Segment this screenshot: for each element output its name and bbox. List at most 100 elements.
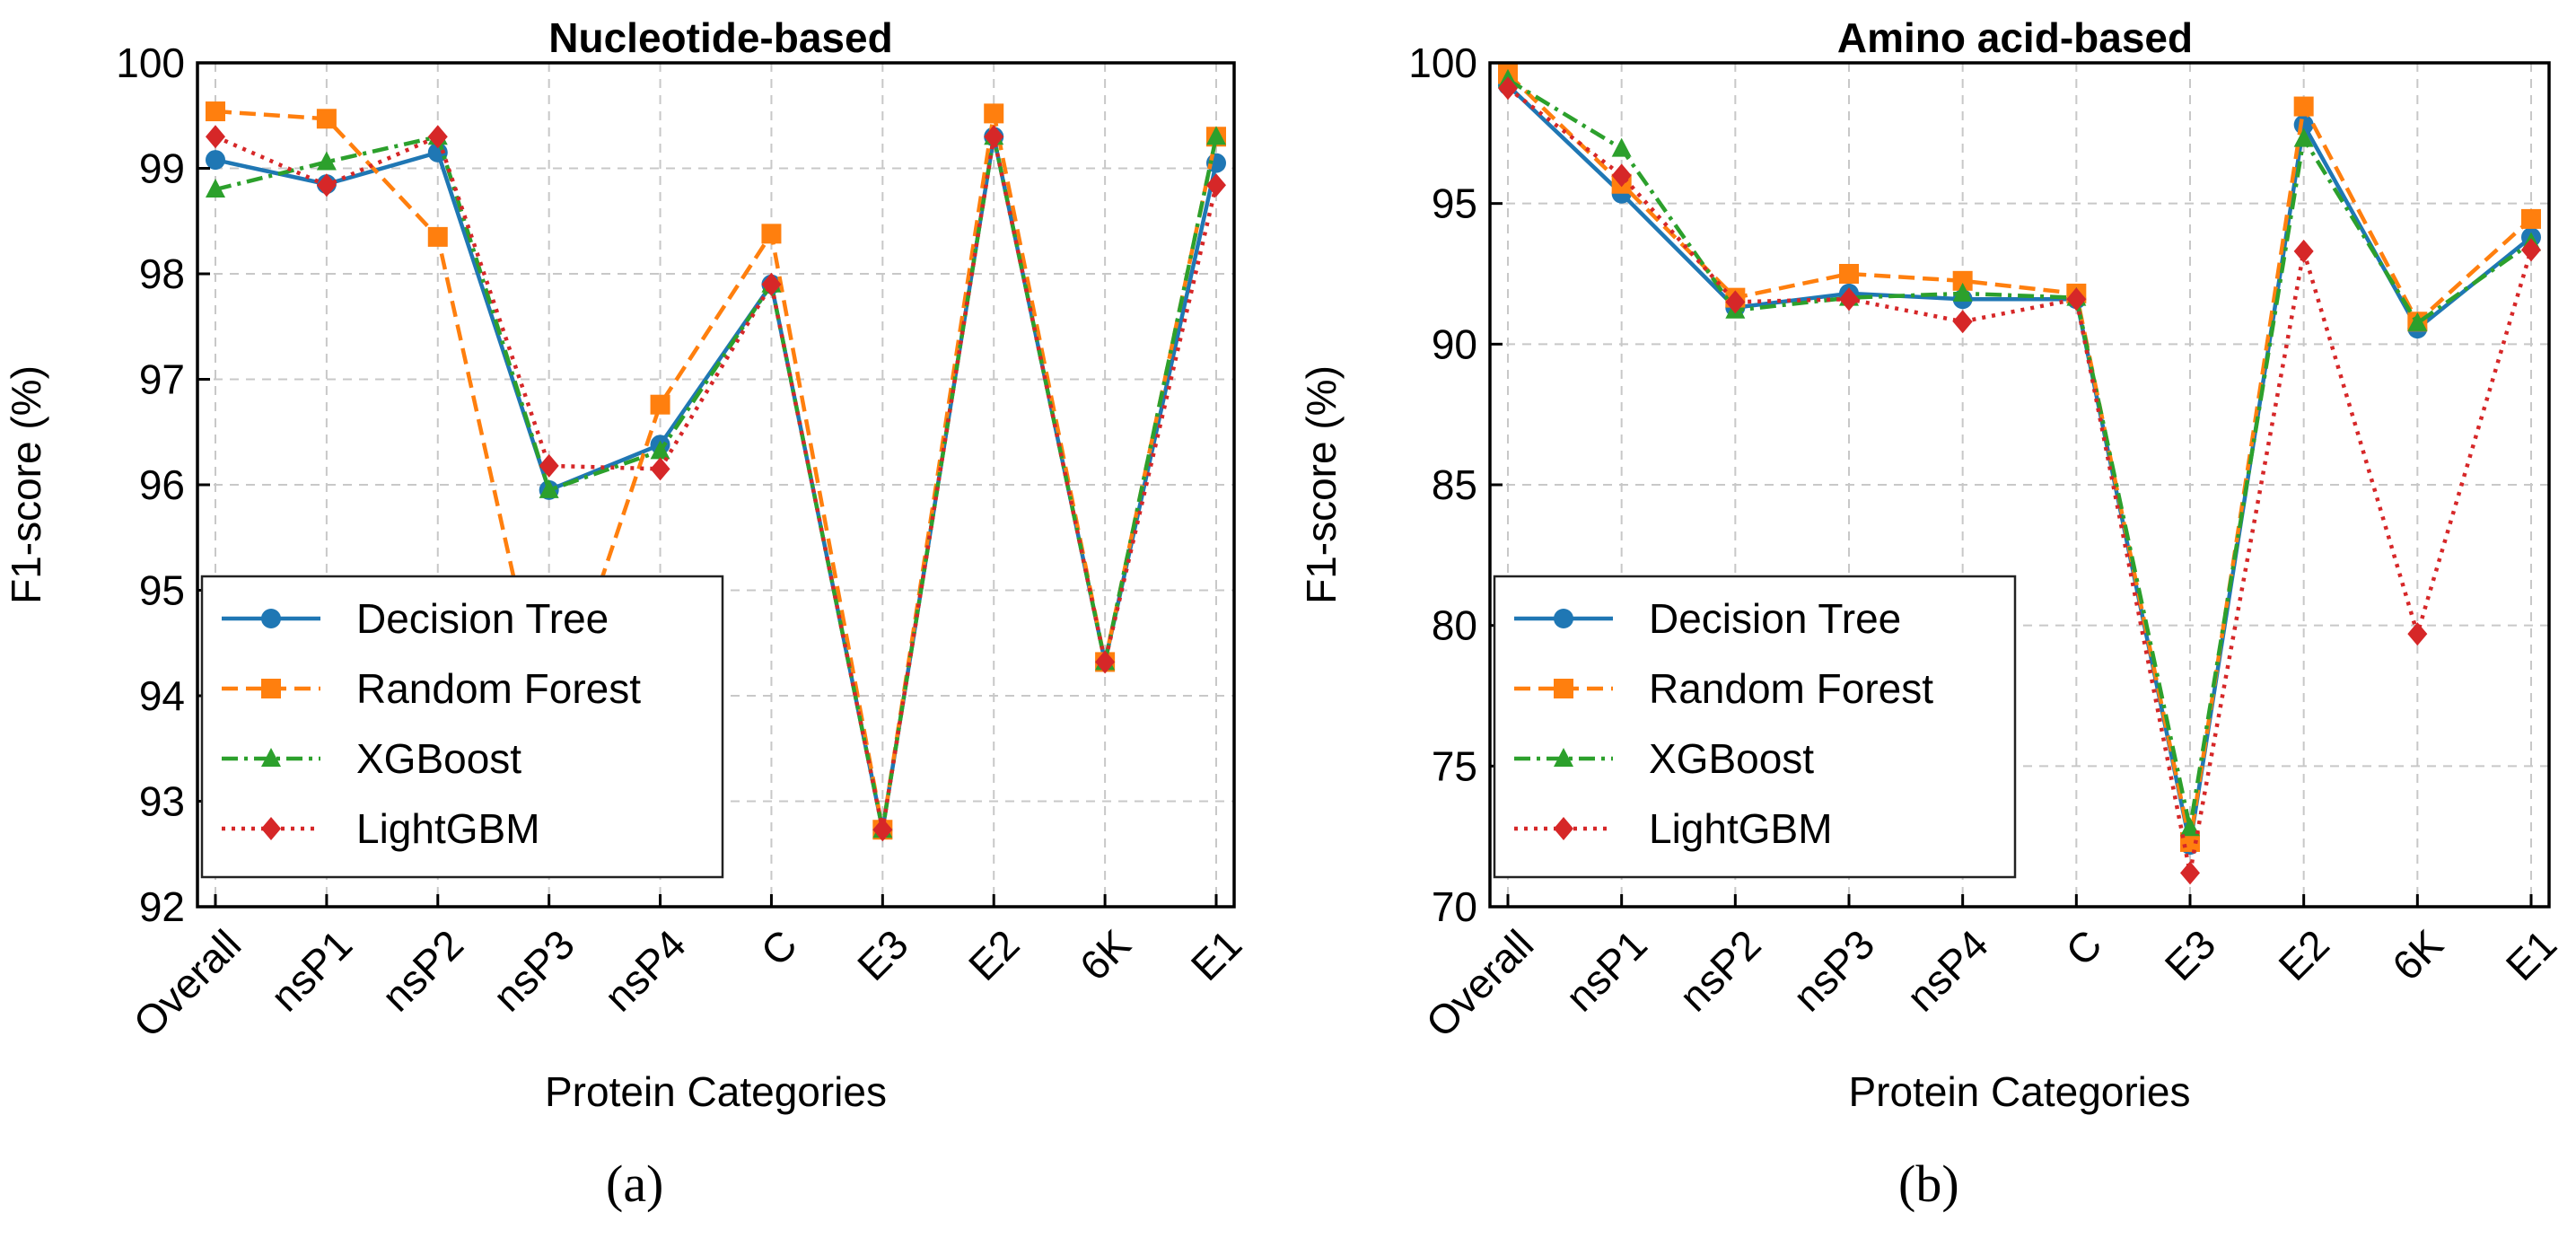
legend-marker [261, 748, 281, 767]
chart-title: Nucleotide-based [548, 14, 892, 61]
series-line [215, 109, 1219, 832]
series-lightgbm [1498, 76, 2541, 885]
data-point [1095, 650, 1116, 674]
data-point [1206, 126, 1226, 145]
y-tick-label: 94 [139, 672, 185, 719]
x-tick-label: E3 [848, 921, 917, 990]
y-tick-label: 98 [139, 250, 185, 297]
x-tick-label: Overall [124, 921, 250, 1047]
x-axis-label: Protein Categories [1849, 1068, 2191, 1115]
legend-item: Decision Tree [222, 595, 609, 642]
x-tick-label: 6K [1071, 920, 1140, 989]
data-point [1839, 264, 1859, 284]
legend-marker [1554, 748, 1573, 767]
y-tick-label: 85 [1432, 461, 1477, 508]
x-tick-label: nsP1 [1556, 921, 1656, 1021]
y-tick-label: 90 [1432, 320, 1477, 367]
data-point [206, 125, 225, 149]
legend-marker [261, 679, 281, 698]
x-tick-label: nsP2 [372, 921, 472, 1021]
legend-item: XGBoost [222, 735, 521, 782]
x-tick-label: 6K [2383, 920, 2452, 989]
data-point [316, 151, 337, 171]
data-point [2066, 287, 2087, 312]
y-tick-label: 96 [139, 461, 185, 508]
data-point [2293, 96, 2314, 117]
series-line [1506, 83, 2533, 847]
y-tick-label: 70 [1432, 883, 1477, 930]
x-tick-label: E2 [959, 921, 1029, 990]
y-tick-label: 95 [1432, 180, 1477, 227]
data-point [206, 150, 225, 171]
data-point [650, 394, 670, 415]
legend-marker [261, 609, 281, 628]
data-point [206, 179, 225, 198]
legend: Decision Tree Random Forest XGBoost LightGB… [1493, 575, 2017, 879]
legend-marker [1554, 679, 1573, 698]
data-point [1952, 310, 1973, 334]
data-point [1952, 282, 1973, 302]
legend-item: Decision Tree [1514, 595, 1901, 642]
data-point [650, 457, 670, 481]
chart-title: Amino acid-based [1837, 14, 2193, 61]
legend-box [200, 575, 724, 879]
legend-label: XGBoost [356, 735, 521, 782]
data-point [984, 103, 1004, 124]
data-point [539, 479, 559, 498]
x-tick-label: nsP3 [1783, 921, 1883, 1021]
x-tick-label: nsP2 [1670, 921, 1770, 1021]
legend-label: XGBoost [1649, 735, 1814, 782]
data-point [650, 440, 670, 460]
legend-item: LightGBM [1514, 805, 1833, 852]
data-point [1839, 287, 1859, 312]
legend-box [1493, 575, 2017, 879]
legend: Decision Tree Random Forest XGBoost LightGB… [200, 575, 724, 879]
y-tick-label: 99 [139, 145, 185, 192]
data-point [1611, 163, 1632, 188]
x-tick-label: E1 [2497, 921, 2566, 990]
data-point [2180, 817, 2200, 837]
y-tick-label: 93 [139, 778, 185, 825]
series-line [1506, 86, 2534, 875]
data-point [2407, 622, 2428, 646]
y-axis-label: F1-score (%) [1298, 365, 1345, 604]
legend-marker [1554, 817, 1573, 840]
y-tick-label: 95 [139, 567, 185, 614]
x-tick-label: C [751, 921, 805, 975]
panel-label-b: (b) [1898, 1155, 1959, 1213]
x-tick-label: E2 [2269, 921, 2338, 990]
data-point [2521, 238, 2541, 262]
data-point [2407, 312, 2428, 331]
series-line [215, 135, 1219, 832]
legend-label: Random Forest [1649, 665, 1933, 712]
x-tick-label: Overall [1416, 921, 1542, 1047]
y-tick-label: 97 [139, 356, 185, 403]
data-point [427, 125, 448, 149]
data-point [1725, 290, 1746, 314]
legend-item: XGBoost [1514, 735, 1814, 782]
x-tick-label: nsP3 [484, 921, 583, 1021]
data-point [1206, 173, 1226, 198]
panel-label-a: (a) [606, 1155, 664, 1213]
x-tick-label: nsP4 [1897, 921, 1997, 1021]
legend-item: Random Forest [222, 665, 641, 712]
data-point [1498, 76, 1518, 101]
y-tick-label: 80 [1432, 602, 1477, 649]
x-tick-label: nsP4 [595, 921, 695, 1021]
y-tick-label: 92 [139, 883, 185, 930]
series-line [1506, 72, 2533, 845]
x-tick-label: C [2056, 921, 2110, 975]
data-point [427, 226, 448, 247]
data-point [2293, 127, 2314, 147]
data-point [539, 453, 559, 478]
y-tick-label: 100 [1408, 40, 1477, 86]
series-line [1506, 77, 2533, 830]
chart-panel-1: 92 93 94 95 96 97 98 99 100 Overall nsP1 nsP2 nsP3 ns… [3, 14, 1250, 1115]
data-point [761, 272, 782, 296]
legend-label: LightGBM [356, 805, 540, 852]
legend-item: LightGBM [222, 805, 540, 852]
data-point [761, 224, 782, 244]
legend-label: Decision Tree [1649, 595, 1901, 642]
